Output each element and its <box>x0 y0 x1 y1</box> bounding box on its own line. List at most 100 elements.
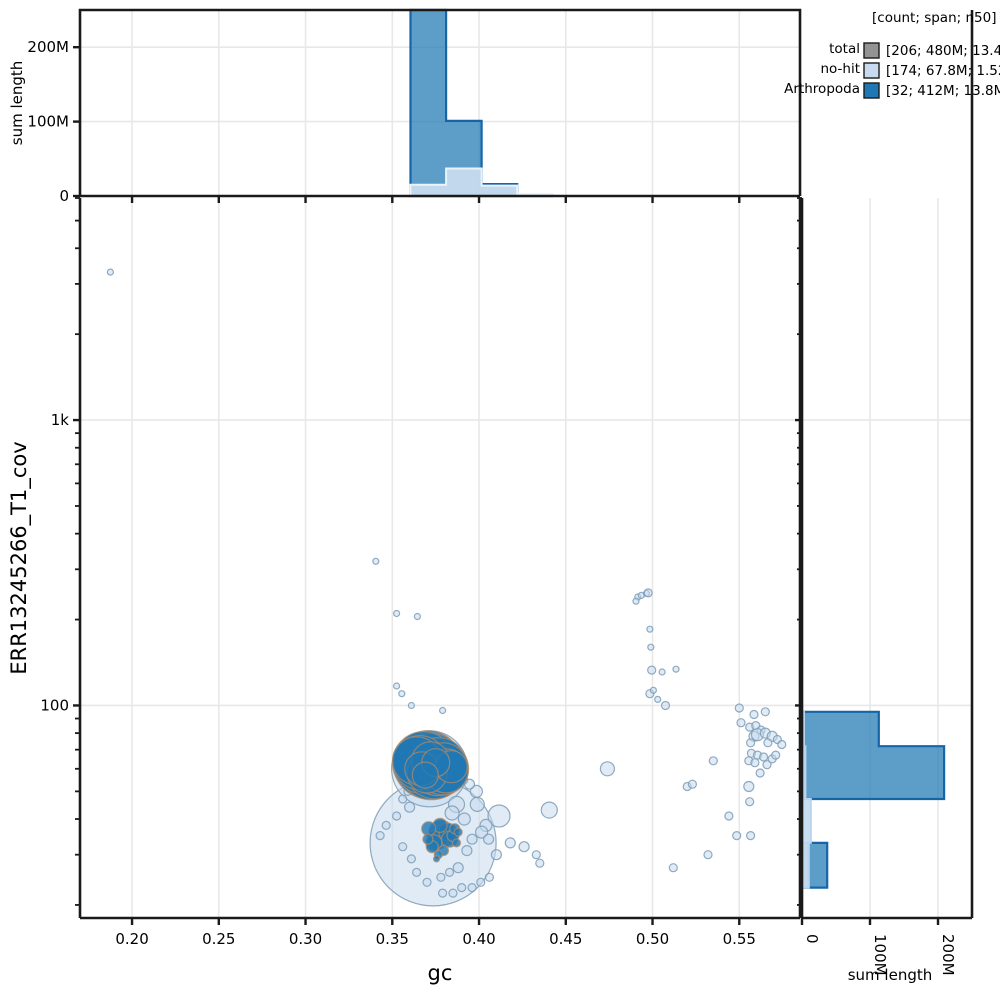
scatter-point <box>457 812 471 826</box>
scatter-point <box>654 695 662 704</box>
axis-tick-label: sum length <box>848 966 933 984</box>
scatter-point <box>451 838 462 848</box>
axis-tick-label: gc <box>428 961 453 985</box>
scatter-point <box>649 686 658 694</box>
axis-tick-label: 0.20 <box>115 930 148 948</box>
scatter-point <box>422 877 432 887</box>
scatter-point <box>398 842 408 852</box>
axis-tick-label: sum length <box>8 61 26 146</box>
scatter-point <box>404 801 416 813</box>
scatter-point <box>518 841 530 853</box>
scatter-point <box>758 752 769 762</box>
scatter-point <box>703 850 713 860</box>
scatter-point <box>469 784 483 799</box>
scatter-point <box>755 768 765 778</box>
axis-tick-label: 0.45 <box>549 930 582 948</box>
legend-row-label: no-hit <box>820 61 860 77</box>
scatter-point <box>392 811 402 821</box>
axis-tick-label: 0 <box>59 187 69 205</box>
scatter-point <box>461 844 473 857</box>
scatter-point <box>777 739 787 750</box>
scatter-point <box>599 761 616 777</box>
scatter-point <box>745 830 756 841</box>
series-arthropoda <box>391 730 470 863</box>
scatter-point <box>490 849 502 861</box>
axes <box>73 8 974 925</box>
axis-tick-label: 0.25 <box>202 930 235 948</box>
legend-row[interactable]: no-hit [174; 67.8M; 1.52M] <box>820 61 1000 79</box>
scatter-point <box>540 801 558 819</box>
scatter-point <box>393 609 401 618</box>
scatter-point <box>407 701 415 710</box>
legend-swatch[interactable] <box>863 42 880 59</box>
legend-row-value: [32; 412M; 13.8M] <box>886 83 1000 99</box>
right-histogram <box>800 710 946 889</box>
scatter-point <box>406 854 416 864</box>
legend-row[interactable]: Arthropoda [32; 412M; 13.8M] <box>784 81 1000 99</box>
scatter-point <box>763 738 773 748</box>
axis-tick-label: ERR13245266_T1_cov <box>7 441 32 674</box>
scatter-point <box>647 643 655 651</box>
axis-tick-label: 0 <box>803 934 821 944</box>
scatter-point <box>398 690 406 698</box>
axis-tick-label: 0.50 <box>636 930 669 948</box>
top-histogram-frame <box>78 8 802 196</box>
scatter-points <box>106 268 787 907</box>
scatter-point <box>771 750 781 760</box>
scatter-point <box>535 858 545 868</box>
scatter-point <box>504 837 516 849</box>
legend-swatch[interactable] <box>863 82 880 99</box>
scatter-point <box>484 872 494 882</box>
scatter-point <box>398 794 408 804</box>
scatter-point <box>411 761 439 789</box>
scatter-point <box>422 833 434 845</box>
scatter-point <box>457 882 467 893</box>
axis-tick-label: 100M <box>27 113 69 131</box>
scatter-point <box>476 877 486 887</box>
scatter-point <box>452 862 464 874</box>
scatter-point <box>668 863 678 873</box>
scatter-point <box>724 811 734 821</box>
scatter-point <box>475 825 489 839</box>
scatter-point <box>412 867 422 878</box>
scatter-point <box>736 718 746 728</box>
legend-row-value: [206; 480M; 13.4M] <box>886 43 1000 59</box>
axis-tick-label: 0.55 <box>723 930 756 948</box>
scatter-point <box>439 706 447 715</box>
scatter-point <box>643 588 653 598</box>
scatter-point <box>531 850 541 860</box>
axis-tick-label: 100 <box>40 696 69 714</box>
legend-row-label: Arthropoda <box>784 81 860 97</box>
scatter-point <box>708 756 718 766</box>
series-no-hit <box>106 268 787 907</box>
scatter-point <box>444 805 460 821</box>
legend-header: [count; span; n50] <box>872 10 996 26</box>
scatter-point <box>750 758 760 768</box>
scatter-point <box>672 665 680 673</box>
axis-tick-label: 0.40 <box>462 930 495 948</box>
legend-row-value: [174; 67.8M; 1.52M] <box>886 63 1000 79</box>
scatter-point <box>393 682 401 690</box>
axis-tick-label: 0.30 <box>289 930 322 948</box>
legend-swatch[interactable] <box>863 62 880 79</box>
scatter-point <box>372 557 380 565</box>
scatter-point <box>466 833 478 845</box>
axis-tick-label: 200M <box>939 934 957 976</box>
scatter-point <box>375 830 385 841</box>
legend: [count; span; n50] total [206; 480M; 13.4M… <box>784 10 1000 99</box>
scatter-point <box>762 760 772 770</box>
legend-row[interactable]: total [206; 480M; 13.4M] <box>829 41 1000 59</box>
scatter-point <box>732 830 742 841</box>
scatter-point <box>469 796 485 813</box>
scatter-point <box>483 833 495 845</box>
histogram-bar-series <box>800 710 946 889</box>
scatter-point <box>438 888 448 898</box>
scatter-point <box>453 827 463 837</box>
scatter-point <box>632 597 640 605</box>
scatter-point <box>745 797 755 807</box>
scatter-point <box>743 780 755 793</box>
scatter-point <box>745 738 756 748</box>
scatter-point <box>467 882 477 893</box>
scatter-point <box>106 268 115 276</box>
